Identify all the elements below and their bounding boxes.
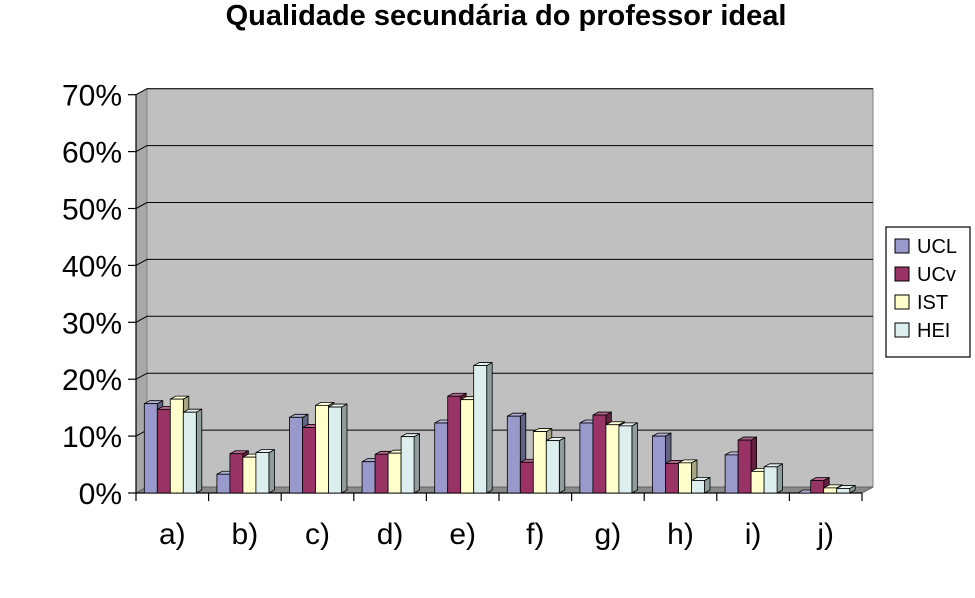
bar-front — [592, 414, 607, 494]
bar-front — [460, 399, 475, 494]
bar-front — [242, 456, 257, 494]
bar-front — [605, 424, 620, 494]
y-tick-label: 10% — [62, 421, 122, 454]
bar-front — [229, 453, 244, 494]
y-tick-label: 50% — [62, 194, 122, 227]
bar — [400, 432, 421, 494]
bar — [836, 484, 856, 494]
x-tick-label: b) — [232, 518, 259, 551]
x-tick-labels: a) b) c) d) e) f) g) h) i) j) — [159, 518, 834, 551]
y-tick-label: 20% — [62, 364, 122, 397]
bar-front — [810, 480, 825, 494]
chart-title: Qualidade secundária do professor ideal — [225, 0, 787, 32]
y-tick-labels: 0% 10% 20% 30% 40% 50% 60% 70% — [62, 80, 122, 511]
bar — [545, 436, 566, 494]
bar — [618, 422, 638, 494]
bar-front — [545, 440, 560, 494]
x-tick-label: j) — [816, 518, 834, 551]
bar-side — [486, 361, 493, 494]
plot-walls — [135, 87, 874, 494]
x-tick-label: f) — [526, 518, 544, 551]
gridline — [135, 258, 873, 266]
bar-side — [558, 436, 566, 494]
bar-side — [776, 463, 783, 494]
bar-front — [473, 365, 488, 494]
x-tick-label: a) — [159, 518, 186, 551]
x-tick-label: e) — [449, 518, 476, 551]
bar-front — [691, 480, 705, 494]
bar-front — [763, 466, 778, 494]
bars — [143, 361, 856, 494]
bar-side — [413, 432, 421, 494]
bar-front — [387, 452, 402, 494]
bar-front — [143, 403, 158, 494]
y-tick-label: 60% — [62, 137, 122, 170]
bar-front — [750, 470, 765, 494]
y-tick-label: 70% — [62, 80, 122, 113]
gridline — [135, 315, 873, 323]
gridline — [135, 88, 873, 96]
bar-front — [506, 415, 521, 494]
bar-front — [737, 439, 752, 494]
bar-front — [652, 435, 666, 494]
bar-front — [289, 416, 303, 494]
gridline — [135, 372, 873, 380]
bar-front — [182, 411, 197, 494]
bar-front — [823, 487, 838, 494]
bar-front — [532, 431, 547, 494]
x-tick-label: g) — [595, 518, 622, 551]
bar-front — [255, 452, 270, 494]
legend-label: HEI — [917, 320, 950, 342]
bar-side — [631, 422, 638, 494]
bar-front — [678, 462, 692, 494]
bar-front — [447, 395, 462, 494]
gridline — [135, 145, 873, 153]
bar-front — [169, 398, 184, 494]
x-tick-label: i) — [745, 518, 762, 551]
y-tick-label: 40% — [62, 250, 122, 283]
bar-front — [836, 488, 851, 494]
legend-label: UCv — [917, 264, 956, 286]
bar-front — [302, 427, 316, 494]
legend-swatch — [894, 294, 910, 310]
legend-swatch — [894, 238, 910, 254]
x-tick-label: d) — [377, 518, 404, 551]
bar-front — [724, 454, 739, 494]
bar — [691, 476, 711, 494]
x-tick-label: c) — [305, 518, 330, 551]
y-tick-label: 30% — [62, 307, 122, 340]
bar-side — [195, 408, 203, 494]
bar-side — [341, 403, 348, 494]
bar-front — [434, 422, 449, 494]
legend-swatch — [894, 266, 910, 282]
bar-front — [374, 453, 389, 494]
bar — [763, 463, 783, 494]
bar-front — [579, 422, 594, 494]
bar-front — [361, 461, 376, 494]
y-tick-label: 0% — [79, 478, 122, 511]
bar-front — [156, 408, 171, 494]
bar — [182, 408, 203, 494]
legend-label: IST — [917, 292, 948, 314]
bar — [473, 361, 493, 494]
bar-side — [268, 448, 275, 494]
gridline — [135, 202, 873, 209]
legend-label: UCL — [917, 236, 957, 258]
bar — [328, 403, 348, 494]
bar-front — [216, 473, 231, 494]
bar-front — [315, 404, 329, 494]
bar — [255, 448, 275, 494]
bar-front — [519, 461, 534, 494]
legend-swatch — [894, 322, 910, 338]
bar-front — [328, 406, 342, 494]
bar-front — [618, 425, 633, 494]
bar-front — [665, 463, 679, 494]
bar-front — [400, 436, 415, 494]
x-tick-label: h) — [667, 518, 694, 551]
legend: UCL UCv IST HEI — [885, 226, 971, 358]
